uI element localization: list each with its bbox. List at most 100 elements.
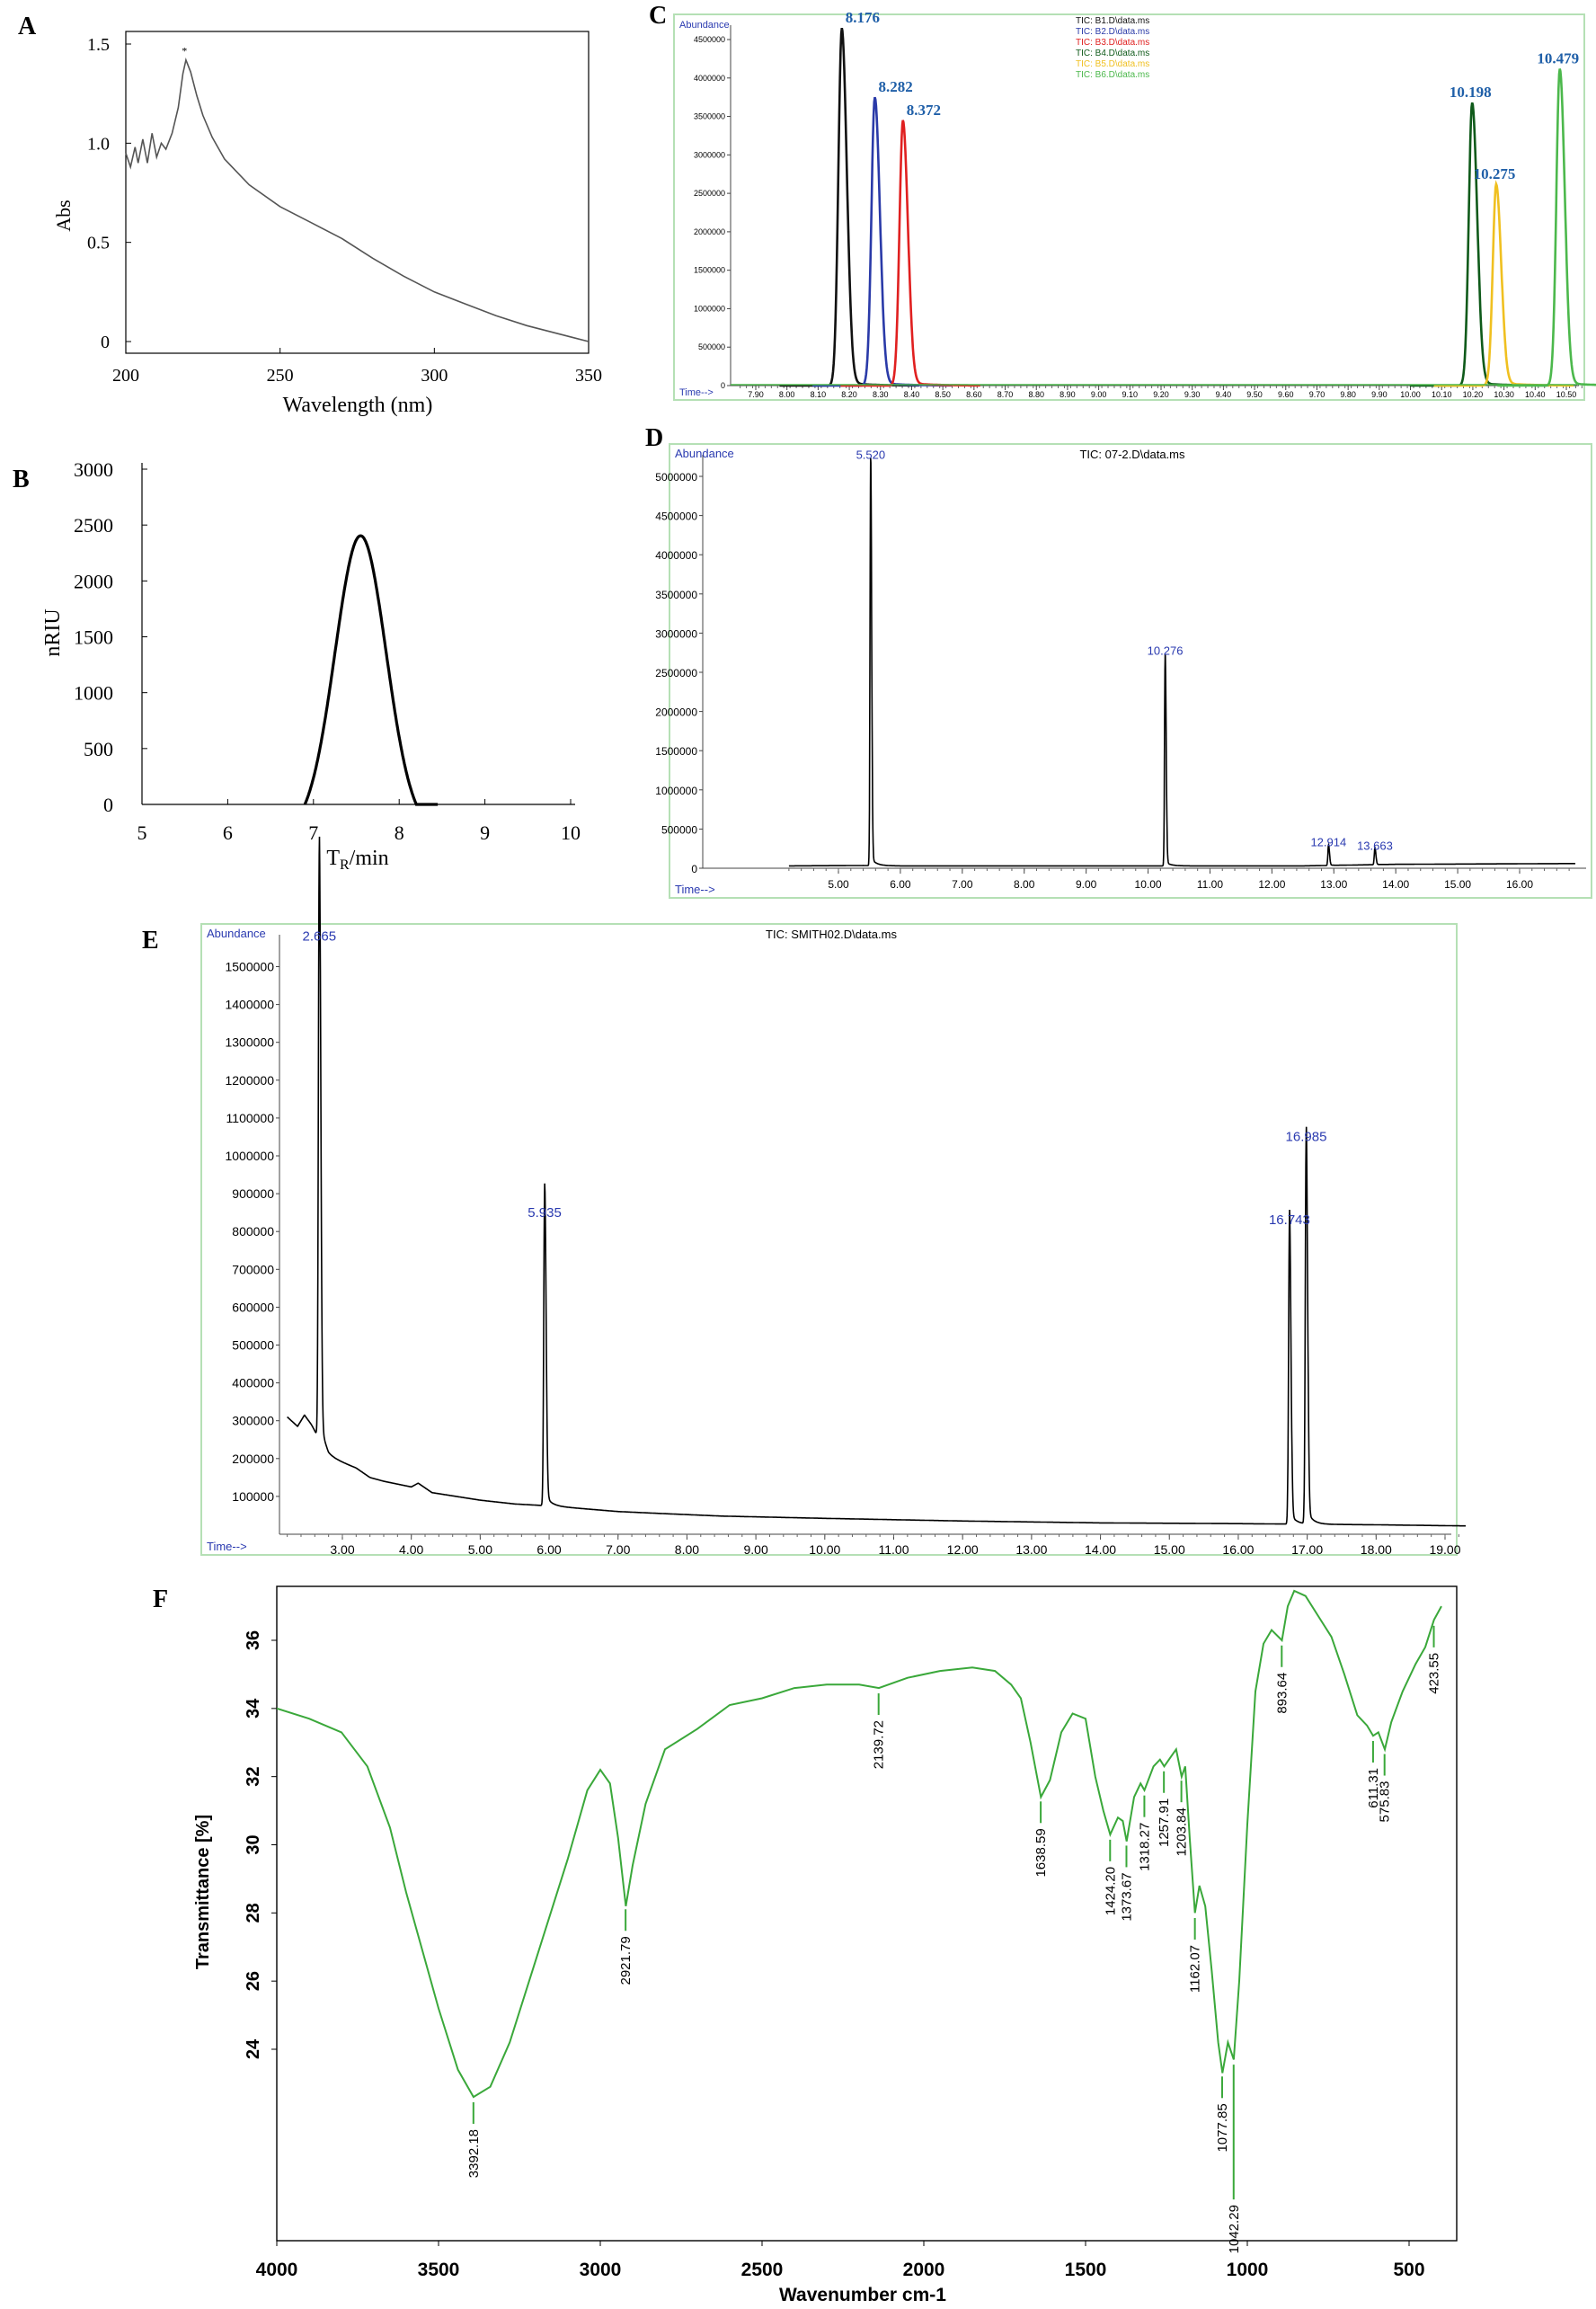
x-tick-label: 8.80 bbox=[1028, 390, 1044, 399]
y-tick-label: 0 bbox=[721, 381, 725, 390]
x-tick-label: 14.00 bbox=[1085, 1542, 1116, 1557]
peak-marker: * bbox=[182, 45, 187, 58]
panel-letter-d: D bbox=[645, 424, 663, 452]
x-tick-label: 8.90 bbox=[1060, 390, 1076, 399]
x-tick-label: 6 bbox=[223, 821, 233, 844]
peak-label: 13.663 bbox=[1357, 839, 1393, 853]
x-tick-label: 3500 bbox=[418, 2260, 460, 2280]
legend-entry: TIC: B3.D\data.ms bbox=[1076, 38, 1149, 48]
x-axis-label: Wavenumber cm-1 bbox=[779, 2285, 946, 2305]
plot-frame bbox=[125, 31, 590, 354]
y-tick-label: 1500000 bbox=[225, 960, 274, 974]
x-tick-label: 16.00 bbox=[1506, 878, 1533, 891]
chart-b: 5 6 7 8 9 10 0 500 1000 1500 2000 2500 3000 TR/min nRI… bbox=[41, 458, 581, 873]
peak-label: 1373.67 bbox=[1119, 1872, 1134, 1921]
x-axis-title: Time--> bbox=[679, 387, 714, 398]
y-tick-label: 1200000 bbox=[225, 1073, 274, 1088]
y-tick-label: 2000 bbox=[74, 570, 113, 592]
x-tick-label: 10.00 bbox=[809, 1542, 840, 1557]
peak-label: 611.31 bbox=[1366, 1768, 1381, 1808]
y-axis-title: Abundance bbox=[675, 447, 734, 460]
x-tick-label: 9.50 bbox=[1246, 390, 1263, 399]
x-axis-title: Time--> bbox=[207, 1540, 247, 1553]
x-tick-label: 15.00 bbox=[1444, 878, 1471, 891]
absorbance-curve bbox=[125, 57, 590, 342]
x-tick-label: 13.00 bbox=[1015, 1542, 1047, 1557]
y-tick-label: 2500000 bbox=[694, 189, 725, 198]
peak-label: 5.935 bbox=[528, 1205, 562, 1221]
chromatogram-trace bbox=[788, 457, 1575, 867]
x-tick-label: 4000 bbox=[256, 2260, 298, 2280]
peak-label: 3392.18 bbox=[466, 2129, 482, 2178]
y-tick-label: 1.0 bbox=[87, 134, 110, 154]
x-tick-label: 10.00 bbox=[1400, 390, 1421, 399]
x-tick-label: 9.30 bbox=[1184, 390, 1201, 399]
peak-label: 2139.72 bbox=[872, 1720, 887, 1769]
x-axis-title: Time--> bbox=[675, 883, 715, 896]
y-tick-label: 1400000 bbox=[225, 998, 274, 1012]
peak-label: 16.985 bbox=[1286, 1130, 1327, 1145]
x-tick-label: 5.00 bbox=[468, 1542, 492, 1557]
x-tick-label: 10.40 bbox=[1525, 390, 1546, 399]
y-axis-label: Abs bbox=[52, 200, 75, 231]
plot-frame bbox=[200, 923, 1458, 1556]
peak-label: 8.282 bbox=[879, 78, 913, 95]
y-tick-label: 2000000 bbox=[694, 227, 725, 236]
y-tick-label: 300000 bbox=[232, 1414, 274, 1428]
ir-spectrum-curve bbox=[276, 1589, 1442, 2099]
y-tick-label: 600000 bbox=[232, 1300, 274, 1314]
y-tick-label: 2000000 bbox=[655, 706, 697, 719]
y-axis-title: Abundance bbox=[679, 20, 730, 31]
x-tick-label: 8.40 bbox=[904, 390, 920, 399]
y-tick-label: 900000 bbox=[232, 1186, 274, 1201]
x-tick-label: 500 bbox=[1393, 2260, 1424, 2280]
x-tick-label: 15.00 bbox=[1154, 1542, 1185, 1557]
y-tick-label: 500000 bbox=[661, 823, 697, 836]
y-axis-label: nRIU bbox=[41, 608, 65, 656]
x-tick-label: 12.00 bbox=[947, 1542, 979, 1557]
peak-label: 10.479 bbox=[1537, 50, 1579, 67]
peak-label: 893.64 bbox=[1274, 1673, 1290, 1714]
y-tick-label: 34 bbox=[244, 1698, 263, 1718]
x-tick-label: 8.70 bbox=[998, 390, 1014, 399]
peak-label: 5.520 bbox=[856, 448, 886, 462]
x-tick-label: 300 bbox=[421, 366, 448, 386]
legend-entry: TIC: B6.D\data.ms bbox=[1076, 70, 1149, 80]
x-tick-label: 9 bbox=[480, 821, 490, 844]
x-tick-label: 8.30 bbox=[873, 390, 889, 399]
peak-label: 1162.07 bbox=[1188, 1945, 1203, 1993]
x-tick-label: 7.00 bbox=[606, 1542, 630, 1557]
x-tick-label: 10 bbox=[561, 821, 581, 844]
y-tick-label: 1500000 bbox=[655, 745, 697, 758]
peak-label: 10.198 bbox=[1450, 84, 1492, 101]
peak-label: 1203.84 bbox=[1175, 1807, 1190, 1856]
x-tick-label: 8.20 bbox=[841, 390, 857, 399]
legend-entry: TIC: B4.D\data.ms bbox=[1076, 49, 1149, 58]
y-tick-label: 4000000 bbox=[655, 549, 697, 562]
y-tick-label: 0 bbox=[103, 794, 113, 816]
peak-label: 2921.79 bbox=[618, 1936, 634, 1985]
x-tick-label: 4.00 bbox=[399, 1542, 423, 1557]
y-tick-label: 3000 bbox=[74, 458, 113, 481]
y-tick-label: 24 bbox=[244, 2038, 263, 2059]
y-tick-label: 4500000 bbox=[655, 511, 697, 523]
chart-title: TIC: 07-2.D\data.ms bbox=[1079, 448, 1185, 461]
x-tick-label: 350 bbox=[575, 366, 602, 386]
peak-label: 1077.85 bbox=[1215, 2103, 1230, 2152]
x-tick-label: 9.90 bbox=[1371, 390, 1388, 399]
peak-label: 1257.91 bbox=[1157, 1798, 1172, 1847]
peak-label: 1424.20 bbox=[1103, 1867, 1118, 1915]
y-tick-label: 800000 bbox=[232, 1224, 274, 1239]
x-tick-label: 8.50 bbox=[935, 390, 951, 399]
x-tick-label: 200 bbox=[112, 366, 139, 386]
x-tick-label: 6.00 bbox=[890, 878, 911, 891]
y-tick-label: 26 bbox=[244, 1971, 263, 1991]
peak-label: 8.372 bbox=[907, 102, 941, 119]
y-tick-label: 1500 bbox=[74, 626, 113, 649]
panel-letter-f: F bbox=[153, 1585, 168, 1613]
peak-label: 1042.29 bbox=[1227, 2205, 1242, 2253]
peak-label: 16.743 bbox=[1269, 1212, 1310, 1228]
x-tick-label: 8 bbox=[395, 821, 404, 844]
y-tick-label: 32 bbox=[244, 1767, 263, 1787]
